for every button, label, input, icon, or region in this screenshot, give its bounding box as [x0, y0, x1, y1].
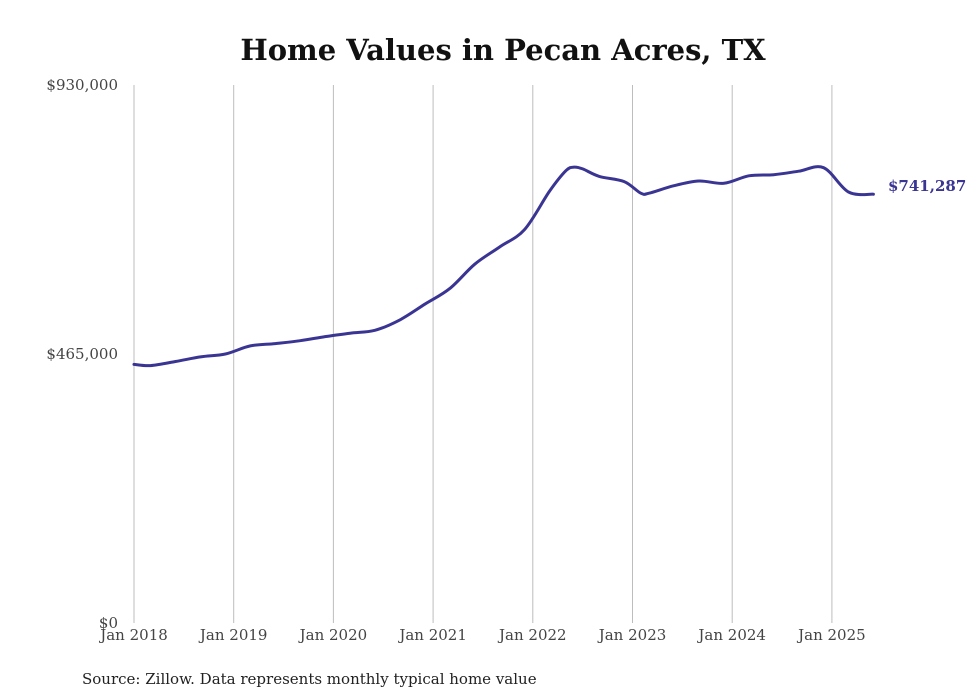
- x-tick-label: Jan 2019: [198, 626, 268, 644]
- x-tick-label: Jan 2021: [397, 626, 467, 644]
- series-line-home-value: [132, 165, 875, 368]
- x-tick-label: Jan 2020: [298, 626, 368, 644]
- y-tick-label: $930,000: [46, 76, 118, 94]
- chart-title: Home Values in Pecan Acres, TX: [240, 33, 766, 67]
- x-tick-label: Jan 2025: [796, 626, 866, 644]
- x-tick-label: Jan 2023: [597, 626, 667, 644]
- y-axis-ticks: $0 $465,000 $930,000: [46, 76, 118, 632]
- x-axis-ticks: Jan 2018 Jan 2019 Jan 2020 Jan 2021 Jan 2022…: [98, 626, 865, 644]
- source-note: Source: Zillow. Data represents monthly …: [82, 670, 537, 688]
- grid-lines: [133, 85, 833, 623]
- end-value-label: $741,287: [888, 177, 966, 195]
- x-tick-label: Jan 2018: [98, 626, 168, 644]
- x-tick-label: Jan 2024: [696, 626, 766, 644]
- y-tick-label: $0: [99, 614, 118, 632]
- x-tick-label: Jan 2022: [497, 626, 567, 644]
- y-tick-label: $465,000: [46, 345, 118, 363]
